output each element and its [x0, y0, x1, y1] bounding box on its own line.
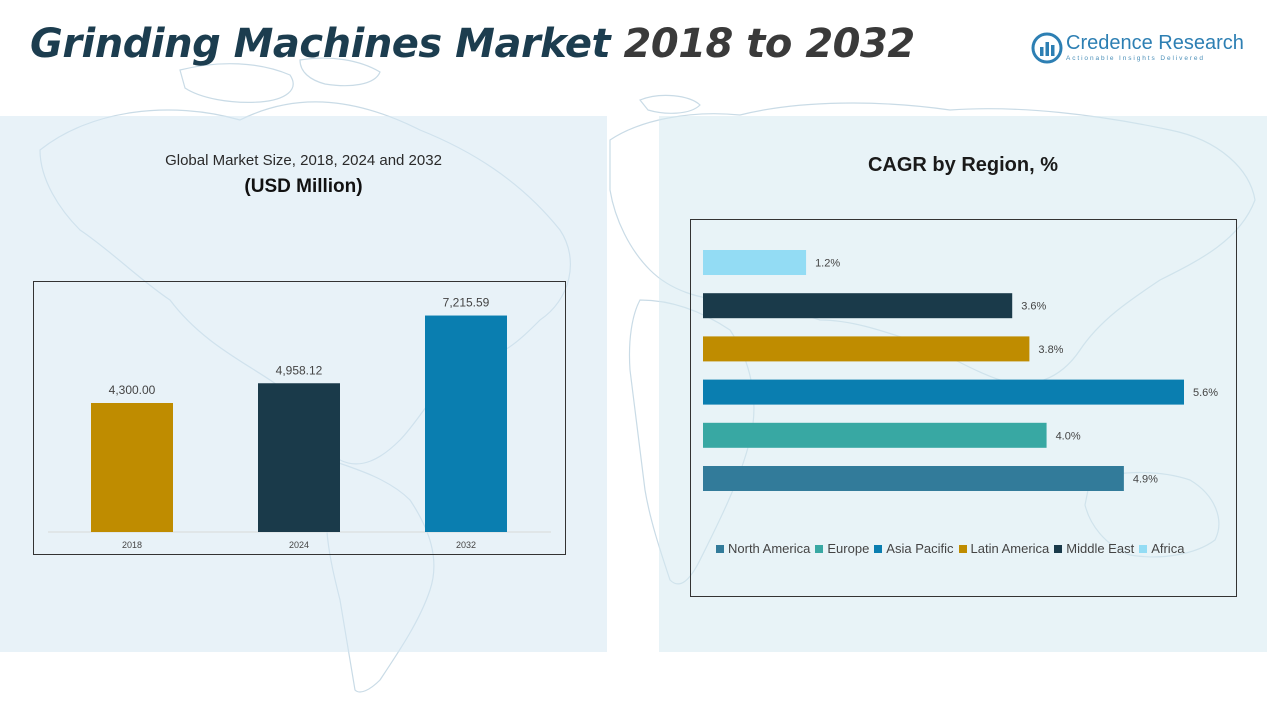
- legend-item-asia-pacific: Asia Pacific: [874, 541, 954, 556]
- bar-value-label: 7,215.59: [443, 296, 490, 310]
- bar-2024: [258, 383, 340, 532]
- legend-swatch: [1054, 544, 1063, 553]
- bar-value-label: 4,300.00: [109, 383, 156, 397]
- legend-swatch: [958, 544, 967, 553]
- brand-tagline: Actionable Insights Delivered: [1066, 55, 1205, 62]
- legend-label: Europe: [827, 541, 870, 556]
- bar-europe: [703, 422, 1047, 448]
- market-size-chart-title: Global Market Size, 2018, 2024 and 2032: [165, 152, 442, 169]
- legend-item-north-america: North America: [716, 541, 810, 556]
- legend-item-africa: Africa: [1139, 541, 1184, 556]
- bar-value-label: 3.8%: [1038, 344, 1063, 356]
- title-main: Grinding Machines Market: [30, 21, 624, 67]
- bar-value-label: 4,958.12: [276, 363, 323, 377]
- market-size-chart-frame: 4,300.00 2018 4,958.12 2024 7,215.59 2032: [33, 281, 566, 555]
- credence-logo-icon: [1031, 32, 1063, 64]
- legend-label: Africa: [1151, 541, 1185, 556]
- market-size-bar-chart: 4,300.00 2018 4,958.12 2024 7,215.59 2032: [48, 296, 551, 550]
- bar-value-label: 4.9%: [1133, 474, 1158, 486]
- bar-value-label: 1.2%: [815, 258, 840, 270]
- x-tick-label: 2024: [289, 540, 309, 550]
- cagr-chart-frame: 4.9% 4.0% 5.6% 3.8% 3.6% 1.2%: [690, 219, 1237, 597]
- legend-label: Latin America: [970, 541, 1050, 556]
- x-tick-label: 2032: [456, 540, 476, 550]
- legend-swatch: [874, 544, 883, 553]
- legend-item-europe: Europe: [815, 541, 869, 556]
- legend-label: North America: [728, 541, 811, 556]
- bar-2018: [91, 403, 173, 532]
- market-size-chart-subtitle: (USD Million): [244, 176, 363, 197]
- legend-label: Middle East: [1066, 541, 1135, 556]
- legend-swatch: [716, 544, 724, 553]
- legend-swatch: [815, 544, 824, 553]
- bar-value-label: 5.6%: [1193, 387, 1218, 399]
- brand-name: Credence Research: [1066, 32, 1244, 54]
- bar-middle-east: [703, 293, 1013, 319]
- cagr-legend: North America Europe Asia Pacific Latin Ame…: [716, 541, 1231, 556]
- page-title: Grinding Machines Market 2018 to 2032: [30, 18, 915, 70]
- brand-logo: Credence Research Actionable Insights De…: [1031, 31, 1244, 67]
- legend-label: Asia Pacific: [886, 541, 954, 556]
- bar-value-label: 4.0%: [1056, 430, 1081, 442]
- x-tick-label: 2018: [122, 540, 142, 550]
- title-years: 2018 to 2032: [623, 21, 916, 67]
- bar-north-america: [703, 466, 1124, 491]
- bar-asia-pacific: [703, 379, 1184, 405]
- cagr-bar-chart: 4.9% 4.0% 5.6% 3.8% 3.6% 1.2%: [703, 250, 1218, 491]
- legend-item-latin-america: Latin America: [958, 541, 1050, 556]
- legend-swatch: [1139, 544, 1148, 553]
- bar-africa: [703, 250, 807, 275]
- bar-2032: [425, 315, 507, 532]
- bar-value-label: 3.6%: [1021, 301, 1046, 313]
- legend-item-middle-east: Middle East: [1054, 541, 1134, 556]
- bar-latin-america: [703, 336, 1030, 362]
- cagr-chart-title: CAGR by Region, %: [867, 154, 1058, 176]
